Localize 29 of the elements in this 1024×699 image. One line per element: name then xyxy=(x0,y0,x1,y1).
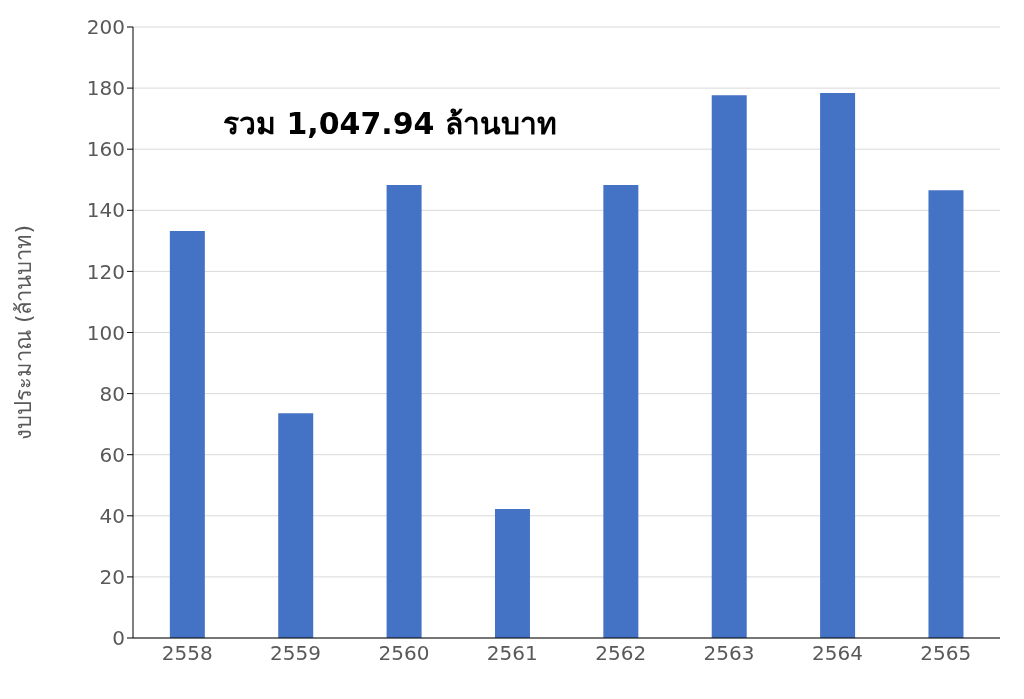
x-tick-label: 2559 xyxy=(270,641,322,666)
y-tick-label: 140 xyxy=(86,198,125,223)
bar xyxy=(928,190,964,638)
bar xyxy=(603,184,639,638)
bar xyxy=(278,413,314,638)
y-tick-label: 120 xyxy=(86,259,125,284)
bar xyxy=(820,92,856,638)
y-tick-label: 180 xyxy=(86,76,125,101)
bar xyxy=(386,184,422,638)
y-tick-label: 0 xyxy=(112,626,125,651)
x-tick-label: 2558 xyxy=(161,641,213,666)
annotation: รวม 1,047.94 ล้านบาท xyxy=(223,105,557,143)
x-tick-label: 2561 xyxy=(486,641,538,666)
bar xyxy=(711,95,747,638)
y-axis-title: งบประมาณ (ล้านบาท) xyxy=(10,224,36,441)
y-tick-label: 20 xyxy=(99,565,125,589)
bar xyxy=(494,509,530,638)
x-tick-label: 2560 xyxy=(378,641,430,666)
bar xyxy=(169,231,205,638)
y-tick-label: 200 xyxy=(86,15,125,40)
x-tick-label: 2565 xyxy=(920,641,972,666)
x-tick-label: 2563 xyxy=(703,641,755,666)
y-tick-label: 100 xyxy=(86,320,125,345)
y-tick-label: 60 xyxy=(99,442,125,467)
y-tick-label: 160 xyxy=(86,137,125,162)
x-tick-label: 2562 xyxy=(595,641,647,666)
y-tick-label: 40 xyxy=(99,503,125,528)
x-tick-label: 2564 xyxy=(811,641,863,666)
y-tick-label: 80 xyxy=(99,381,125,406)
